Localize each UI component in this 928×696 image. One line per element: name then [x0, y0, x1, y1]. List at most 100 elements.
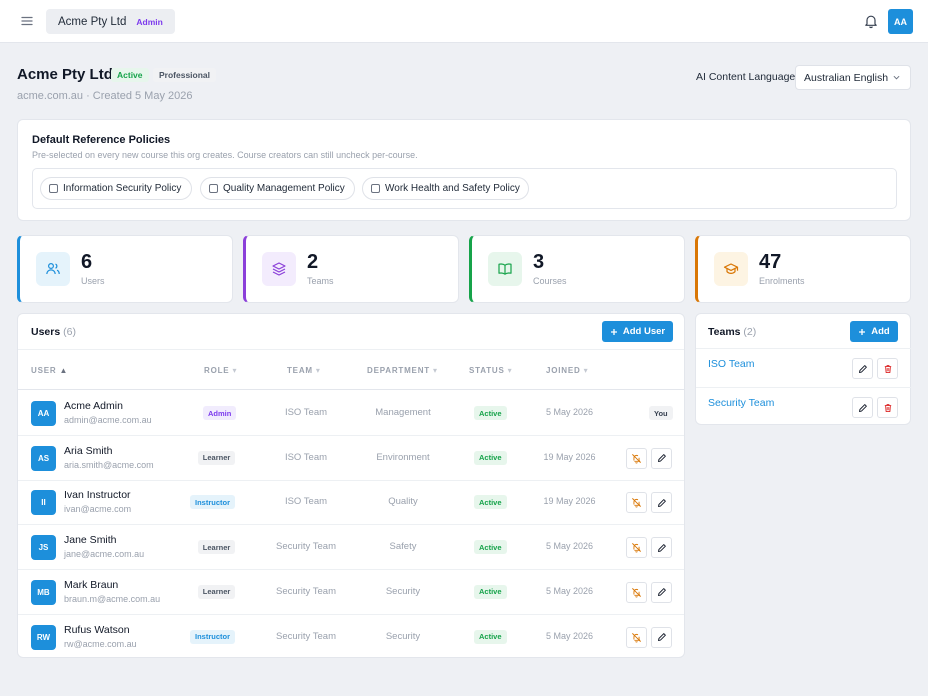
status-badge: Active: [474, 540, 507, 555]
edit-user-button[interactable]: [651, 626, 672, 648]
team-list-item: ISO Team: [696, 348, 912, 387]
role-badge: Learner: [197, 540, 236, 555]
role-badge: Learner: [197, 584, 236, 599]
edit-team-button[interactable]: [852, 358, 873, 379]
bell-off-icon: [632, 453, 641, 464]
hamburger-menu-icon[interactable]: [20, 14, 34, 28]
stat-card-users: 6 Users: [17, 235, 233, 303]
add-team-button[interactable]: Add: [850, 321, 898, 342]
column-header-department[interactable]: DEPARTMENT ▾: [367, 366, 438, 375]
org-status-badge: Active: [111, 68, 149, 82]
avatar: AA: [31, 401, 56, 426]
policy-checkbox-work-health-safety[interactable]: Work Health and Safety Policy: [362, 177, 529, 200]
team-name-link[interactable]: Security Team: [708, 397, 775, 409]
org-switcher[interactable]: Acme Pty Ltd Admin: [46, 9, 175, 34]
user-name: Aria Smith: [64, 444, 113, 457]
joined-date: 5 May 2026: [545, 407, 594, 417]
column-header-team[interactable]: TEAM ▾: [287, 366, 321, 375]
stat-card-enrolments: 47 Enrolments: [695, 235, 911, 303]
users-card-title: Users (6): [31, 326, 76, 338]
team-name-link[interactable]: ISO Team: [708, 358, 755, 370]
disable-user-button[interactable]: [626, 447, 647, 469]
role-badge: Instructor: [190, 629, 236, 644]
reference-policies-card: Default Reference Policies Pre-selected …: [17, 119, 911, 221]
column-header-role[interactable]: ROLE ▾: [204, 366, 238, 375]
disable-user-button[interactable]: [626, 626, 647, 648]
user-name: Acme Admin: [64, 400, 123, 412]
disable-user-button[interactable]: [626, 581, 647, 603]
pencil-icon: [858, 403, 867, 412]
language-label: AI Content Language: [696, 71, 796, 83]
checkbox[interactable]: [371, 184, 380, 193]
pencil-icon: [657, 454, 666, 463]
user-email: ivan@acme.com: [64, 504, 132, 515]
bell-off-icon: [632, 632, 641, 642]
role-badge: Learner: [197, 450, 236, 465]
avatar: MB: [31, 579, 56, 605]
team-cell: Security Team: [275, 585, 336, 597]
page-title: Acme Pty Ltd: [17, 66, 113, 83]
status-badge: Active: [474, 584, 507, 599]
team-cell: ISO Team: [284, 451, 328, 463]
user-name: Ivan Instructor: [64, 489, 131, 502]
checkbox[interactable]: [49, 184, 58, 193]
edit-user-button[interactable]: [651, 581, 672, 603]
table-row: MB Mark Braun braun.m@acme.com.au Learner Se…: [18, 570, 684, 615]
stat-label: Users: [81, 276, 105, 286]
org-plan-badge: Professional: [153, 68, 217, 82]
user-name: Mark Braun: [64, 578, 119, 591]
table-row: JS Jane Smith jane@acme.com.au Learner Secur…: [18, 525, 684, 571]
plus-icon: [859, 328, 866, 335]
users-card: Users (6) Add User USER ▲ ROLE ▾ TEAM ▾ DEP…: [17, 313, 685, 658]
joined-date: 5 May 2026: [545, 630, 594, 641]
you-badge: You: [649, 406, 673, 420]
column-header-user[interactable]: USER ▲: [31, 366, 69, 375]
policies-list: Information Security Policy Quality Mana…: [32, 168, 897, 209]
edit-user-button[interactable]: [651, 537, 672, 559]
status-badge: Active: [474, 629, 507, 644]
department-cell: Safety: [389, 541, 417, 553]
delete-team-button[interactable]: [877, 397, 898, 418]
users-table-header: USER ▲ ROLE ▾ TEAM ▾ DEPARTMENT ▾ STATUS ▾ JO…: [18, 349, 684, 390]
stat-label: Courses: [533, 276, 567, 286]
add-user-label: Add User: [622, 326, 666, 337]
department-cell: Security: [385, 630, 421, 642]
column-header-status[interactable]: STATUS ▾: [469, 366, 513, 375]
delete-team-button[interactable]: [877, 358, 898, 379]
org-role-badge: Admin: [136, 16, 163, 27]
org-meta-text: acme.com.au · Created 5 May 2026: [17, 90, 193, 102]
policy-checkbox-information-security[interactable]: Information Security Policy: [40, 177, 192, 200]
policy-label: Work Health and Safety Policy: [385, 183, 520, 194]
pencil-icon: [858, 364, 867, 373]
edit-user-button[interactable]: [651, 492, 672, 514]
checkbox[interactable]: [209, 184, 218, 193]
users-icon: [36, 252, 70, 286]
teams-count: (2): [743, 326, 757, 338]
policies-subtitle: Pre-selected on every new course this or…: [32, 150, 418, 160]
policy-checkbox-quality-management[interactable]: Quality Management Policy: [200, 177, 355, 200]
user-name: Rufus Watson: [64, 623, 130, 636]
column-header-joined[interactable]: JOINED ▾: [546, 366, 589, 375]
disable-user-button[interactable]: [626, 537, 647, 559]
edit-user-button[interactable]: [651, 447, 672, 469]
pencil-icon: [657, 633, 666, 641]
stat-label: Teams: [307, 276, 334, 286]
pencil-icon: [657, 588, 666, 597]
user-avatar[interactable]: AA: [888, 9, 913, 34]
disable-user-button[interactable]: [626, 492, 647, 514]
teams-card: Teams (2) Add ISO Team Security Team: [695, 313, 912, 425]
top-bar: Acme Pty Ltd Admin AA: [0, 0, 928, 43]
edit-team-button[interactable]: [852, 397, 873, 418]
joined-date: 19 May 2026: [543, 496, 596, 507]
department-cell: Security: [385, 585, 421, 597]
user-email: braun.m@acme.com.au: [64, 593, 161, 604]
plus-icon: [610, 328, 617, 335]
book-open-icon: [488, 252, 522, 286]
add-user-button[interactable]: Add User: [602, 321, 673, 342]
status-badge: Active: [474, 450, 507, 465]
team-cell: ISO Team: [284, 496, 328, 508]
trash-icon: [884, 364, 891, 373]
language-select[interactable]: Australian English: [795, 65, 911, 90]
notifications-bell-icon[interactable]: [863, 13, 879, 29]
user-email: rw@acme.com.au: [64, 638, 137, 649]
